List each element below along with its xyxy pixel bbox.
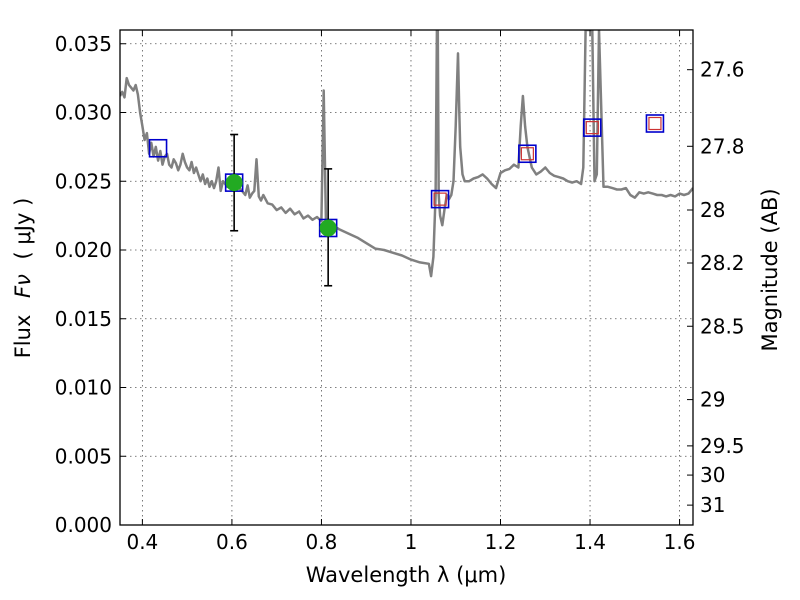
y-axis-label-unit: ( μJy ) [11, 198, 35, 260]
y-tick-label: 0.015 [55, 307, 112, 331]
y-tick-label: 0.025 [55, 169, 112, 193]
right-tick-label: 28 [700, 198, 725, 222]
svg-text:Flux Fν ( μJy ): Flux Fν ( μJy ) [11, 198, 35, 359]
right-axis-label: Magnitude (AB) [758, 188, 782, 351]
y-tick-label: 0.030 [55, 101, 112, 125]
upper-limit-marker [585, 121, 599, 135]
right-tick-label: 27.8 [700, 134, 745, 158]
x-tick-label: 1.2 [485, 530, 517, 554]
x-tick-label: 0.6 [216, 530, 248, 554]
x-tick-label: 1.4 [574, 530, 606, 554]
x-tick-label: 0.8 [306, 530, 338, 554]
y-axis-label-text: Flux [11, 315, 35, 359]
y-tick-label: 0.005 [55, 444, 112, 468]
right-tick-label: 27.6 [700, 58, 745, 82]
y-tick-label: 0.010 [55, 376, 112, 400]
x-tick-label: 1.6 [664, 530, 696, 554]
y-axis-label: Flux Fν ( μJy ) [11, 198, 35, 359]
x-tick-label: 1 [405, 530, 418, 554]
right-tick-label: 28.2 [700, 251, 745, 275]
y-tick-label: 0.035 [55, 32, 112, 56]
x-axis-label: Wavelength λ (μm) [306, 563, 507, 587]
observed-point [319, 219, 337, 237]
y-axis-label-symbol: Fν [11, 274, 35, 298]
upper-limit-marker [433, 192, 447, 206]
right-tick-label: 31 [700, 493, 725, 517]
y-tick-label: 0.000 [55, 513, 112, 537]
observed-point [225, 174, 243, 192]
model-flux-square [582, 118, 602, 137]
right-tick-label: 30 [700, 463, 725, 487]
plot-area [120, 30, 693, 287]
x-tick-label: 0.4 [126, 530, 158, 554]
model-flux-square [518, 144, 537, 164]
upper-limit-marker [648, 116, 662, 131]
axis-ticks: 0.4 0.6 0.8 1 1.2 1.4 1.6 0.000 0.005 0.010 0.015 0… [55, 30, 745, 554]
upper-limit-marker [520, 147, 534, 161]
y-tick-label: 0.020 [55, 238, 112, 262]
right-tick-label: 28.5 [700, 314, 745, 338]
model-flux-square [645, 114, 665, 133]
axes-frame [119, 29, 694, 526]
model-flux-square [430, 189, 450, 209]
right-tick-label: 29 [700, 388, 725, 412]
model-flux-square [148, 138, 168, 158]
right-tick-label: 29.5 [700, 434, 745, 458]
